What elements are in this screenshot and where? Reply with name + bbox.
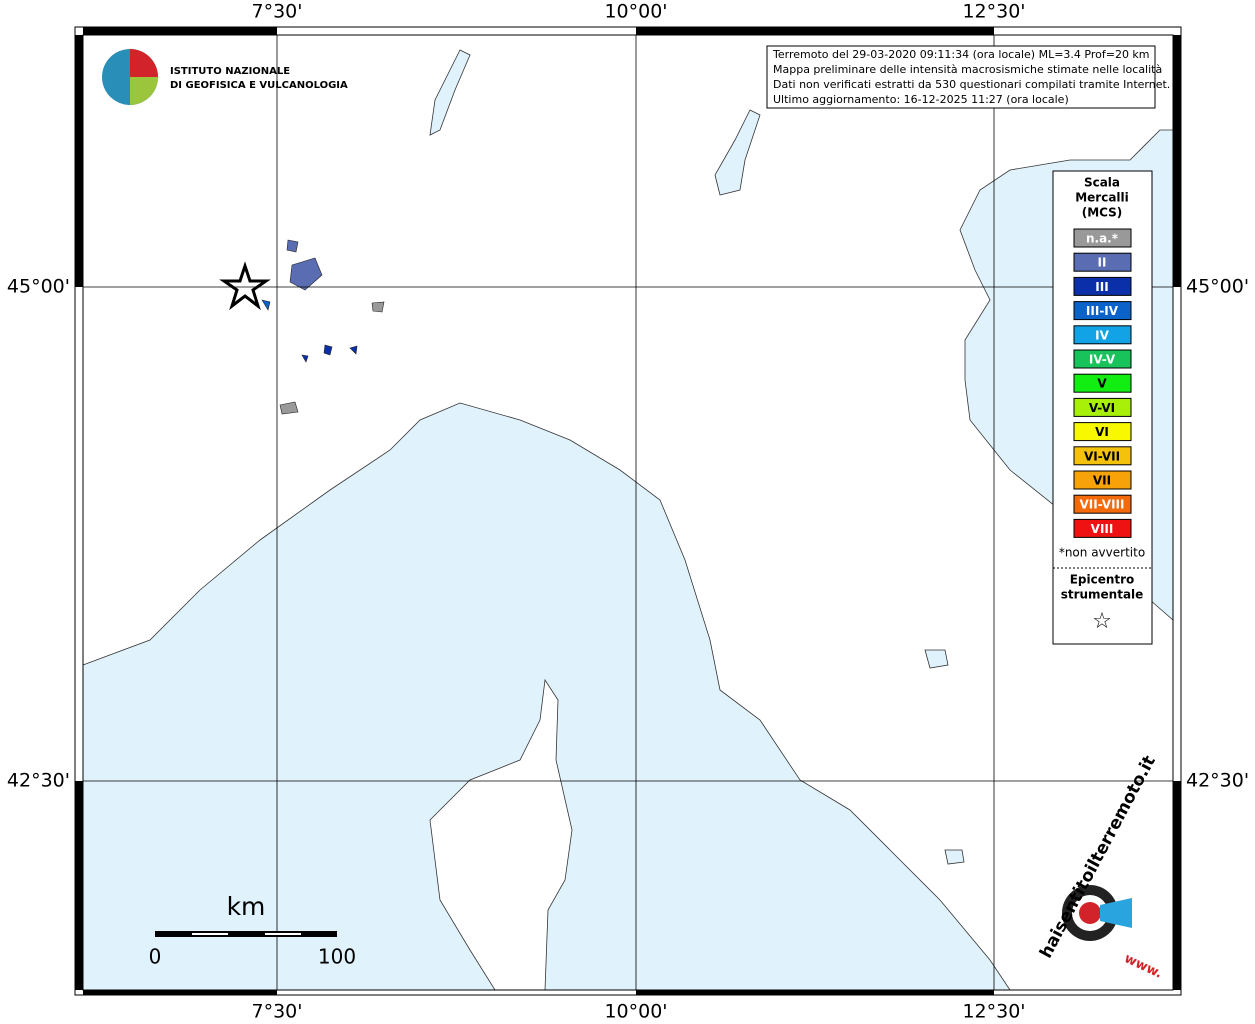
info-box: [766, 45, 1156, 109]
legend-label: II: [1098, 256, 1107, 270]
legend-swatch: [1073, 373, 1132, 393]
lake: [924, 649, 949, 669]
logo-segment: [130, 49, 158, 77]
graticule: [83, 35, 1173, 990]
info-line: Mappa preliminare delle intensità macros…: [773, 63, 1162, 76]
frame-bar: [75, 781, 83, 990]
logo-segment: [130, 77, 158, 105]
lon-label: 10°00': [604, 1001, 667, 1023]
frame-bar: [636, 27, 994, 35]
patch: [323, 344, 333, 356]
legend-swatch: [1073, 276, 1132, 296]
legend-epicenter: Epicentro: [1070, 573, 1135, 587]
frame-bar: [1173, 35, 1181, 287]
scale-segment: [155, 931, 337, 937]
legend-title: (MCS): [1082, 206, 1123, 220]
lat-label: 45°00': [1186, 276, 1249, 298]
legend-label: III: [1095, 280, 1108, 294]
scale-segment: [192, 933, 228, 935]
legend-swatch: [1073, 446, 1132, 466]
patch: [289, 257, 323, 291]
lon-label: 12°30': [962, 1, 1025, 23]
legend-label: VII: [1093, 474, 1111, 488]
frame-bar: [75, 35, 83, 287]
patch: [349, 345, 358, 355]
patch: [261, 299, 271, 311]
info-line: Terremoto del 29-03-2020 09:11:34 (ora l…: [772, 48, 1150, 61]
legend-title: Scala: [1084, 176, 1120, 190]
lon-label: 7°30': [252, 1001, 303, 1023]
legend: ScalaMercalli(MCS)n.a.*IIIIIIII-IVIVIV-V…: [1053, 176, 1152, 634]
legend-star: ☆: [1092, 609, 1112, 634]
legend-swatch: [1073, 301, 1132, 321]
intensity-patches: [261, 239, 385, 415]
frame-bar: [1173, 781, 1181, 990]
lat-label: 42°30': [7, 770, 70, 792]
frame: [74, 26, 1182, 996]
legend-title: Mercalli: [1075, 191, 1129, 205]
frame-inner: [82, 34, 1174, 991]
epicenter-star: [219, 261, 271, 311]
lake: [944, 849, 965, 865]
legend-label: IV-V: [1089, 353, 1116, 367]
legend-swatch: [1073, 494, 1132, 514]
legend-label: VIII: [1091, 522, 1114, 536]
legend-swatch: [1073, 252, 1132, 272]
scale-segment: [265, 933, 301, 935]
logo-ring: [1079, 902, 1101, 924]
legend-label: VI-VII: [1084, 449, 1120, 463]
legend-epicenter: strumentale: [1061, 588, 1144, 602]
lake: [429, 49, 471, 136]
legend-label: V-VI: [1089, 401, 1115, 415]
frame-outline: [74, 26, 1182, 996]
legend-note: *non avvertito: [1059, 546, 1145, 560]
legend-swatch: [1073, 325, 1132, 345]
patch: [371, 301, 385, 313]
legend-label: VII-VIII: [1079, 498, 1124, 512]
legend-swatch: [1073, 470, 1132, 490]
frame-bar: [83, 27, 277, 35]
ingv-logo: ISTITUTO NAZIONALE DI GEOFISICA E VULCAN…: [102, 49, 348, 105]
info-line: Ultimo aggiornamento: 16-12-2025 11:27 (…: [773, 93, 1069, 106]
lake: [714, 109, 761, 196]
patch: [286, 239, 299, 253]
lat-label: 45°00': [7, 276, 70, 298]
legend-label: VI: [1095, 425, 1109, 439]
patch: [301, 354, 309, 363]
scale-unit: km: [227, 892, 266, 921]
lat-label: 42°30': [1186, 770, 1249, 792]
legend-label: III-IV: [1086, 304, 1119, 318]
legend-swatch: [1073, 349, 1132, 369]
legend-label: n.a.*: [1086, 232, 1119, 246]
patch: [279, 401, 299, 415]
legend-label: V: [1097, 377, 1107, 391]
lon-label: 10°00': [604, 1, 667, 23]
scale-end: 100: [318, 945, 356, 969]
legend-label: IV: [1095, 328, 1109, 342]
lon-label: 12°30': [962, 1001, 1025, 1023]
institute-line: ISTITUTO NAZIONALE: [170, 66, 290, 77]
scale-bar: km 0 100: [149, 892, 356, 969]
info-line: Dati non verificati estratti da 530 ques…: [773, 78, 1170, 91]
logo-horn: [1100, 898, 1132, 928]
frame-bar: [636, 990, 994, 995]
institute-line: DI GEOFISICA E VULCANOLOGIA: [170, 80, 348, 91]
scale-start: 0: [149, 945, 162, 969]
legend-swatch: [1073, 228, 1132, 248]
legend-swatch: [1073, 422, 1132, 442]
legend-swatch: [1073, 518, 1132, 538]
frame-bar: [83, 990, 277, 995]
legend-swatch: [1073, 397, 1132, 417]
info-lines: Terremoto del 29-03-2020 09:11:34 (ora l…: [772, 48, 1170, 106]
lon-label: 7°30': [252, 1, 303, 23]
